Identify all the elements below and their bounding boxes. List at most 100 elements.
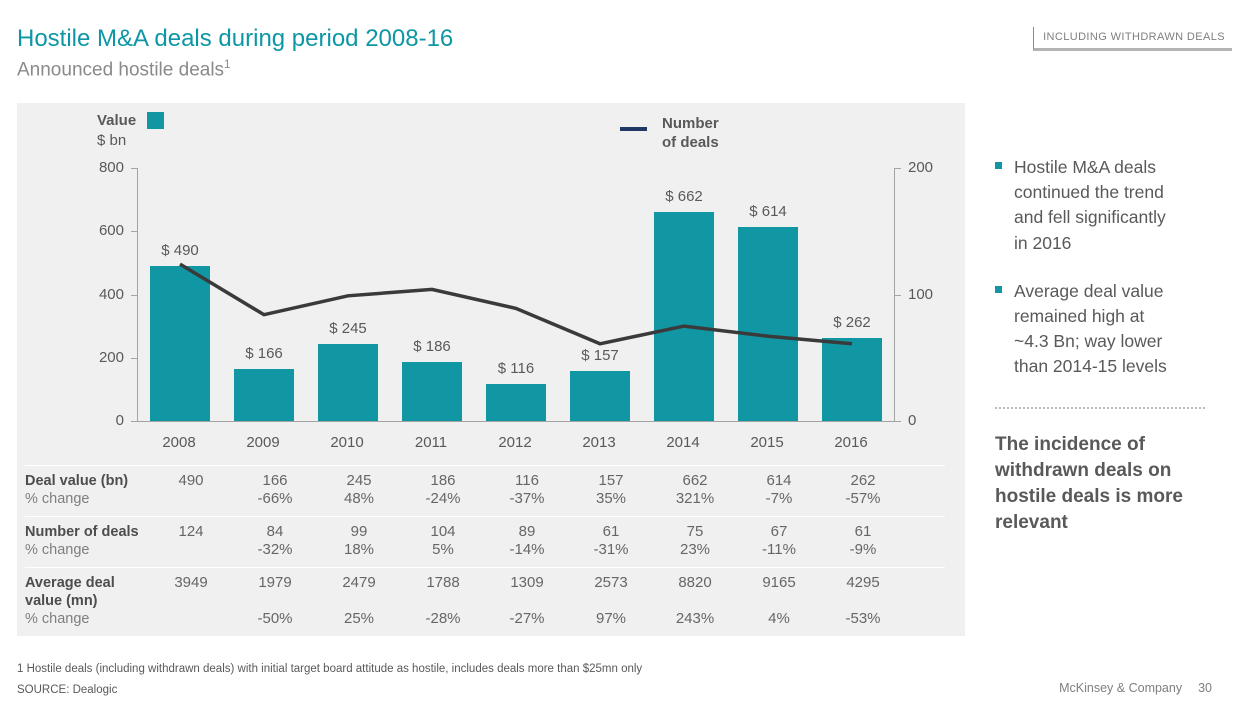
- chart-panel: Value $ bn Number of deals $ 490 $ 166 $ 2…: [17, 103, 965, 636]
- year-label: 2015: [750, 434, 784, 451]
- legend-value-label: Value: [97, 112, 137, 129]
- bullet-square-icon: [995, 285, 1002, 293]
- page-subtitle: Announced hostile deals1: [17, 59, 231, 81]
- year-label: 2010: [330, 434, 364, 451]
- value-bar: [738, 226, 798, 421]
- value-bar: [318, 343, 378, 421]
- company-footer: McKinsey & Company 30: [1059, 681, 1212, 695]
- table-cell: 245 48%: [343, 472, 375, 507]
- value-bar: [486, 384, 546, 421]
- bar-slot: $ 245: [306, 168, 390, 421]
- page-number: 30: [1198, 681, 1212, 695]
- table-cell: 4295 -53%: [845, 574, 881, 627]
- right-axis-tick-mark: [894, 294, 901, 296]
- bar-value-label: $ 490: [161, 242, 199, 260]
- table-cell: 166 -66%: [257, 472, 293, 507]
- table-cell: 61 -9%: [849, 523, 877, 558]
- bar-slot: $ 262: [810, 168, 894, 421]
- right-axis-tick-label: 200: [908, 159, 934, 176]
- table-cell: 61 -31%: [593, 523, 629, 558]
- right-axis-tick-label: 0: [908, 412, 917, 429]
- table-row: Average deal value (mn)% change 3949 1979-…: [25, 567, 945, 636]
- year-label: 2008: [162, 434, 196, 451]
- left-axis-tick-mark: [131, 168, 138, 169]
- bar-value-label: $ 116: [497, 360, 535, 378]
- plot-area: $ 490 $ 166 $ 245 $ 186 $ 116 $ 157 $ 662 $ 614…: [99, 159, 933, 429]
- table-cell: 116 -37%: [509, 472, 545, 507]
- x-axis-labels: 2008 2009 2010 2011 2012 2013 2014 2015 2016: [137, 434, 893, 451]
- row-label: Number of deals% change: [25, 524, 139, 558]
- table-cell: 490: [178, 472, 204, 489]
- bullet-item: Average deal value remained high at ~4.3…: [995, 279, 1240, 380]
- left-axis-tick-mark: [131, 421, 138, 422]
- company-name: McKinsey & Company: [1059, 681, 1183, 695]
- table-cell: 89 -14%: [509, 523, 545, 558]
- bar-slot: $ 614: [726, 168, 810, 421]
- deals-line: [179, 262, 853, 346]
- table-row: Deal value (bn)% change 490 166 -66% 245 48% 1…: [25, 465, 945, 516]
- bullet-text: Average deal value remained high at ~4.3…: [1014, 280, 1167, 377]
- footnote: 1 Hostile deals (including withdrawn dea…: [17, 663, 643, 675]
- left-axis-tick-label: 400: [98, 285, 124, 303]
- value-swatch-icon: [147, 112, 165, 129]
- left-axis-tick-label: 800: [98, 159, 124, 176]
- row-label: Average deal value (mn)% change: [25, 575, 115, 627]
- table-cell: 262 -57%: [845, 472, 881, 507]
- value-bar: [234, 368, 294, 421]
- line-marker-icon: [620, 127, 647, 131]
- page-title: Hostile M&A deals during period 2008-16: [17, 25, 454, 52]
- left-axis-tick-mark: [131, 294, 138, 296]
- left-axis-tick-label: 0: [115, 412, 124, 429]
- legend-deals-label: Number of deals: [662, 115, 719, 152]
- table-cell: 75 23%: [679, 523, 711, 558]
- value-bar: [150, 266, 210, 421]
- bar-value-label: $ 245: [329, 319, 367, 337]
- bar-value-label: $ 157: [581, 347, 619, 365]
- bar-slot: $ 186: [390, 168, 474, 421]
- table-cell: 2573 97%: [594, 574, 628, 627]
- year-label: 2012: [498, 434, 532, 451]
- sidebar: Hostile M&A deals continued the trend an…: [995, 155, 1240, 536]
- footnote-marker: 1: [224, 59, 231, 71]
- table-cell: 1788 -28%: [425, 574, 461, 627]
- table-cell: 99 18%: [343, 523, 375, 558]
- right-axis-tick-label: 100: [908, 285, 934, 303]
- bar-slot: $ 157: [558, 168, 642, 421]
- bar-slot: $ 490: [138, 168, 222, 421]
- bar-slot: $ 116: [474, 168, 558, 421]
- table-cell: 614 -7%: [765, 472, 793, 507]
- value-bar: [570, 371, 630, 421]
- year-label: 2013: [582, 434, 616, 451]
- left-axis-tick-mark: [131, 231, 138, 233]
- legend-value: Value $ bn: [97, 112, 165, 149]
- dotted-divider: [995, 406, 1205, 409]
- value-bar: [822, 338, 882, 421]
- table-cell: 104 5%: [430, 523, 456, 558]
- left-axis-tick-mark: [131, 357, 138, 359]
- including-withdrawn-deals-tag: INCLUDING WITHDRAWN DEALS: [1033, 27, 1232, 51]
- table-cell: 157 35%: [595, 472, 627, 507]
- bar-slot: $ 166: [222, 168, 306, 421]
- table-cell: 8820 243%: [675, 574, 715, 627]
- table-cell: 3949: [174, 574, 208, 591]
- bar-value-label: $ 662: [665, 187, 703, 205]
- year-label: 2009: [246, 434, 280, 451]
- data-table: Deal value (bn)% change 490 166 -66% 245 48% 1…: [25, 465, 945, 636]
- left-axis-tick-label: 200: [98, 348, 124, 366]
- bullet-text: Hostile M&A deals continued the trend an…: [1014, 157, 1166, 253]
- year-label: 2011: [414, 434, 448, 451]
- bullet-list: Hostile M&A deals continued the trend an…: [995, 155, 1240, 380]
- source-line: SOURCE: Dealogic: [17, 684, 118, 696]
- year-label: 2014: [666, 434, 700, 451]
- bullet-square-icon: [995, 162, 1002, 169]
- bar-slot: $ 662: [642, 168, 726, 421]
- table-cell: 2479 25%: [342, 574, 376, 627]
- left-axis-tick-label: 600: [98, 222, 124, 240]
- sidebar-callout: The incidence of withdrawn deals on host…: [995, 433, 1183, 533]
- legend-deals: Number of deals: [620, 114, 726, 152]
- table-cell: 1309 -27%: [509, 574, 545, 627]
- value-bar: [402, 362, 462, 421]
- right-axis-tick-mark: [894, 421, 901, 422]
- bar-value-label: $ 262: [833, 314, 871, 332]
- table-cell: 662 321%: [675, 472, 715, 507]
